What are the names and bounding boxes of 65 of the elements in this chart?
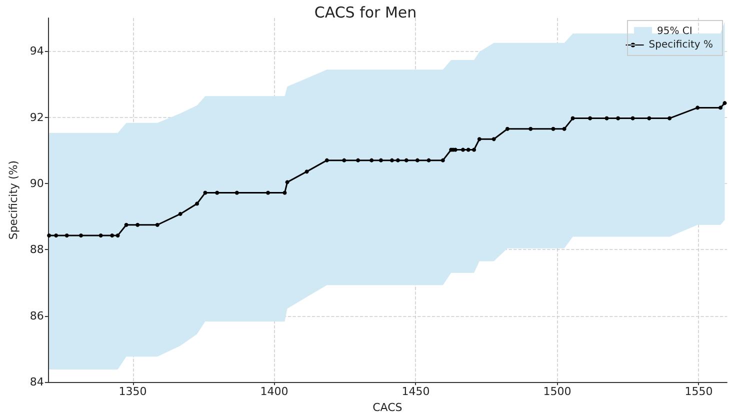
point (285, 180, 290, 184)
y-tick-label: 90 (30, 177, 44, 190)
point (79, 233, 84, 238)
point (404, 158, 408, 162)
point (415, 158, 420, 162)
point (47, 233, 52, 238)
point (396, 158, 400, 162)
point (472, 148, 476, 152)
point (98, 233, 103, 238)
point (356, 158, 360, 162)
point (630, 116, 635, 120)
y-tick-label: 84 (30, 376, 44, 389)
point (477, 137, 482, 142)
point (266, 190, 270, 195)
point (370, 158, 374, 162)
x-tick-label: 1400 (260, 385, 288, 398)
y-tick-label: 86 (30, 309, 44, 322)
point (304, 170, 309, 174)
point (492, 137, 496, 142)
point (195, 202, 200, 206)
x-axis-title: CACS (372, 401, 402, 414)
point (203, 190, 208, 195)
point (440, 158, 445, 162)
y-tick-label: 94 (30, 44, 44, 58)
x-tick-label: 1350 (118, 385, 147, 398)
point (722, 101, 727, 106)
point (234, 190, 239, 195)
point (570, 116, 575, 120)
point (505, 126, 510, 131)
point (426, 158, 431, 162)
point (124, 222, 128, 227)
point (718, 106, 722, 110)
x-tick-label: 1550 (684, 385, 713, 398)
point (110, 233, 114, 238)
legend-label: Specificity % (648, 40, 713, 50)
point (551, 126, 556, 131)
y-tick-label: 92 (30, 110, 44, 124)
point (215, 190, 220, 195)
point (461, 148, 465, 152)
point (324, 158, 329, 162)
point (342, 158, 346, 162)
y-axis-title: Specificity (%) (7, 160, 20, 240)
point (562, 126, 566, 131)
point (282, 190, 287, 195)
x-tick-label: 1450 (402, 385, 430, 398)
point (390, 158, 394, 162)
point (604, 116, 609, 120)
point (668, 116, 672, 120)
annotation: 95% CI (657, 26, 692, 36)
point (528, 126, 533, 131)
point (588, 116, 592, 120)
point (54, 233, 58, 238)
point (616, 116, 620, 120)
chart-title: CACS for Men (314, 4, 417, 22)
point (466, 148, 470, 152)
point (178, 212, 182, 216)
point (696, 106, 700, 110)
point (64, 233, 69, 238)
point (378, 158, 383, 162)
y-tick-label: 88 (30, 243, 44, 256)
point (155, 222, 160, 227)
point (647, 116, 652, 120)
x-tick-label: 1500 (543, 385, 572, 398)
point (136, 222, 140, 227)
point (116, 233, 120, 238)
